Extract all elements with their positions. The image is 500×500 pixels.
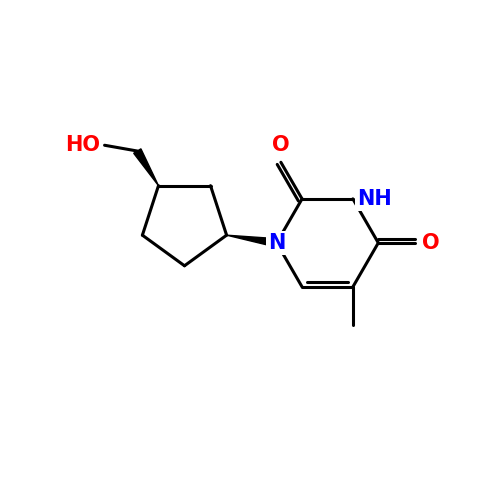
Text: HO: HO: [65, 135, 100, 155]
Text: O: O: [422, 233, 440, 253]
Text: NH: NH: [356, 189, 392, 209]
Text: N: N: [268, 233, 285, 253]
Polygon shape: [226, 235, 278, 247]
Text: O: O: [272, 136, 289, 156]
Polygon shape: [134, 149, 158, 186]
